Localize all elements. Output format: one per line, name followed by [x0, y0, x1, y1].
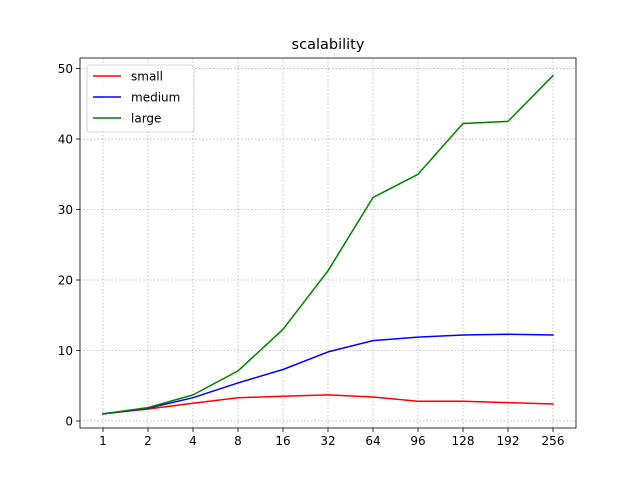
legend-label-large: large	[131, 112, 161, 126]
axis-ticks: 1 2 4 8 16 32 64 96 128 192 256 0 10 20 30 40 50	[58, 62, 565, 448]
legend-label-medium: medium	[131, 91, 180, 105]
series-line-medium	[102, 333, 554, 415]
y-tick-label: 0	[65, 414, 73, 428]
series-line-small	[102, 394, 554, 415]
y-tick-label: 20	[58, 274, 73, 288]
x-tick-label: 128	[452, 434, 475, 448]
x-tick-label: 64	[365, 434, 380, 448]
x-tick-label: 16	[275, 434, 290, 448]
x-tick-label: 4	[189, 434, 197, 448]
chart-title: scalability	[292, 37, 365, 53]
legend-label-small: small	[131, 70, 163, 84]
y-tick-label: 10	[58, 344, 73, 358]
y-tick-label: 30	[58, 203, 73, 217]
legend-box	[86, 64, 195, 133]
legend: small medium large	[86, 64, 195, 133]
y-tick-label: 40	[58, 133, 73, 147]
x-tick-label: 1	[99, 434, 107, 448]
series-lines	[102, 74, 555, 415]
x-tick-label: 8	[234, 434, 242, 448]
x-tick-label: 32	[320, 434, 335, 448]
x-tick-label: 256	[542, 434, 565, 448]
grid	[80, 58, 576, 428]
x-tick-label: 2	[144, 434, 152, 448]
series-line-large	[102, 74, 555, 415]
y-tick-label: 50	[58, 62, 73, 76]
x-tick-label: 192	[497, 434, 520, 448]
x-tick-label: 96	[410, 434, 425, 448]
